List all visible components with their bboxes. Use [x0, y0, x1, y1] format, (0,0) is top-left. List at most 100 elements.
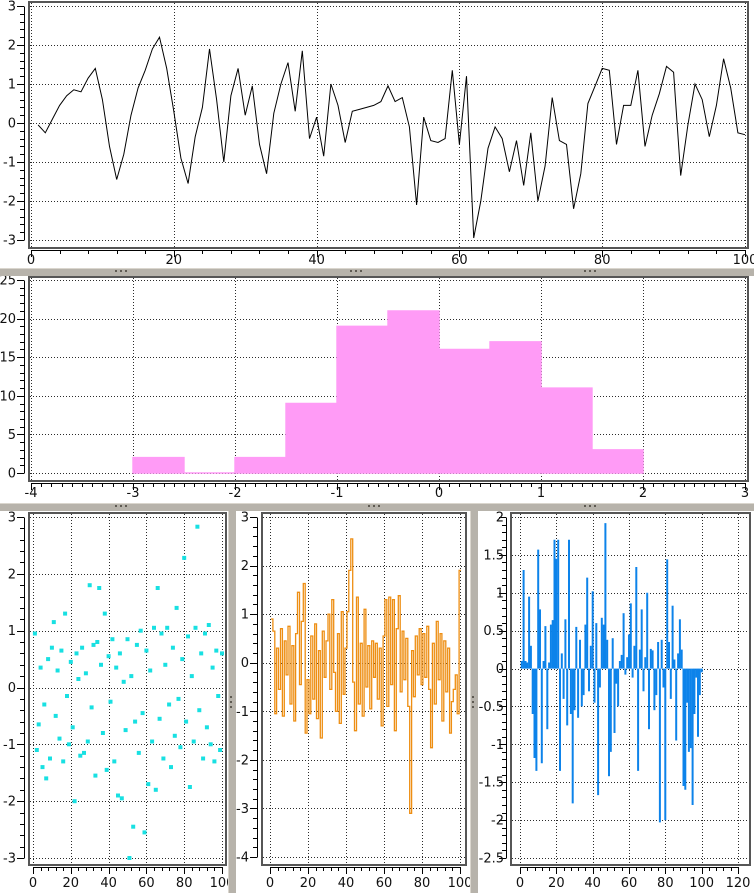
y-tick-label: 0 [8, 467, 16, 482]
panel-impulses: -2.5 -2 -1.5 -1 -0.5 0 0.5 1 1.5 2 0 20 40 60 80 100 120 [478, 511, 754, 893]
axis-scales: 0 5 10 15 20 25 -4 -3 -2 -1 0 1 2 3 [0, 276, 749, 501]
axis-scales: -3 -2 -1 0 1 2 3 0 20 40 60 80 100 [3, 0, 754, 268]
x-tick-label: 80 [657, 876, 674, 891]
splitter-handle-dots[interactable] [584, 270, 597, 272]
y-tick-label: -1 [3, 156, 16, 171]
y-tick-label: 1 [8, 78, 16, 93]
y-tick-label: -2 [3, 795, 16, 810]
y-tick-label: 2 [496, 511, 504, 526]
x-tick-label: 120 [726, 876, 751, 891]
y-tick-label: 0 [496, 662, 504, 677]
plot-canvas [511, 513, 750, 865]
x-tick-label: 100 [448, 876, 470, 891]
x-tick-label: 60 [621, 876, 638, 891]
x-tick-label: -3 [127, 486, 140, 501]
x-tick-label: 100 [733, 253, 754, 268]
y-tick-label: 1.5 [483, 548, 504, 563]
y-tick-label: -1 [3, 738, 16, 753]
y-tick-label: 3 [8, 0, 16, 15]
x-tick-label: 80 [594, 253, 611, 268]
steps-series [271, 538, 461, 814]
y-tick-label: -2 [236, 753, 249, 768]
canvas-frame [28, 512, 227, 866]
scatter-series [32, 524, 224, 860]
line-svg: -3 -2 -1 0 1 2 3 0 20 40 60 80 100 [3, 0, 754, 268]
x-tick-label: 100 [689, 876, 714, 891]
canvas-frame [261, 512, 467, 866]
x-tick-label: 2 [639, 486, 647, 501]
x-tick-label: -1 [331, 486, 344, 501]
y-tick-label: -3 [3, 852, 16, 867]
x-tick-label: -2 [229, 486, 242, 501]
x-tick-label: 40 [584, 876, 601, 891]
y-tick-label: -2 [491, 814, 504, 829]
splitter-handle-dots[interactable] [230, 695, 232, 708]
axis-scales: -4 -3 -2 -1 0 1 2 3 0 20 40 60 80 100 [236, 511, 470, 891]
scatter-svg: -3 -2 -1 0 1 2 3 0 20 40 60 80 100 [3, 511, 228, 891]
histogram-series [132, 310, 644, 474]
y-tick-label: 20 [0, 312, 16, 327]
y-tick-label: 0.5 [483, 624, 504, 639]
canvas-frame [28, 1, 749, 249]
y-tick-label: -2.5 [479, 852, 504, 867]
x-tick-label: 40 [308, 253, 325, 268]
splitter-handle-dots[interactable] [368, 505, 381, 507]
splitter-handle-dots[interactable] [115, 505, 128, 507]
panel-steps: -4 -3 -2 -1 0 1 2 3 0 20 40 60 80 100 [236, 511, 470, 893]
x-tick-label: 40 [100, 876, 117, 891]
y-tick-label: 1 [241, 608, 249, 623]
histogram-svg: 0 5 10 15 20 25 -4 -3 -2 -1 0 1 2 3 [0, 276, 749, 501]
axis-scales: -2.5-2-1.5-1-0.500.511.520 20 40 60 80 100 120 [479, 511, 751, 891]
x-tick-label: 80 [176, 876, 193, 891]
x-tick-label: 0 [27, 253, 35, 268]
x-tick-label: 20 [548, 876, 565, 891]
y-tick-label: 1 [496, 586, 504, 601]
splitter-handle-dots[interactable] [584, 505, 597, 507]
y-tick-label: -3 [3, 234, 16, 249]
x-tick-label: 100 [210, 876, 228, 891]
y-tick-label: 10 [0, 389, 16, 404]
plot-canvas [29, 513, 226, 865]
y-tick-label: -1 [236, 705, 249, 720]
impulses-svg: -2.5-2-1.5-1-0.500.511.520 20 40 60 80 100 120 [479, 511, 751, 891]
panel-scatter: -3 -2 -1 0 1 2 3 0 20 40 60 80 100 [0, 511, 228, 893]
splitter-handle-dots[interactable] [115, 270, 128, 272]
canvas-frame [28, 276, 749, 482]
x-tick-label: 0 [29, 876, 37, 891]
x-tick-label: 0 [266, 876, 274, 891]
y-tick-label: -0.5 [479, 700, 504, 715]
grid [512, 514, 749, 864]
steps-svg: -4 -3 -2 -1 0 1 2 3 0 20 40 60 80 100 [236, 511, 470, 891]
x-tick-label: 60 [451, 253, 468, 268]
y-tick-label: -1 [491, 738, 504, 753]
panel-line-chart: -3 -2 -1 0 1 2 3 0 20 40 60 80 100 [0, 0, 754, 268]
y-tick-label: 25 [0, 276, 16, 289]
y-tick-label: 2 [8, 39, 16, 54]
x-tick-label: 20 [63, 876, 80, 891]
canvas-frame [510, 512, 751, 866]
splitter-handle-dots[interactable] [350, 270, 363, 272]
x-tick-label: 0 [516, 876, 524, 891]
y-tick-label: 0 [241, 656, 249, 671]
x-tick-label: 20 [300, 876, 317, 891]
y-tick-label: 2 [8, 567, 16, 582]
panel-histogram: 0 5 10 15 20 25 -4 -3 -2 -1 0 1 2 3 [0, 276, 754, 503]
y-tick-label: -3 [236, 802, 249, 817]
x-tick-label: 40 [338, 876, 355, 891]
x-tick-label: 60 [376, 876, 393, 891]
y-tick-label: -4 [236, 851, 249, 866]
x-tick-label: 20 [166, 253, 183, 268]
grid [30, 3, 747, 247]
x-tick-label: 80 [414, 876, 431, 891]
y-tick-label: 3 [8, 511, 16, 526]
y-tick-label: 2 [241, 559, 249, 574]
x-tick-label: -4 [25, 486, 38, 501]
splitter-handle-dots[interactable] [472, 695, 474, 708]
y-tick-label: 0 [8, 117, 16, 132]
y-tick-label: 15 [0, 351, 16, 366]
grid [263, 514, 465, 864]
y-tick-label: 3 [241, 511, 249, 526]
y-tick-label: 0 [8, 681, 16, 696]
x-tick-label: 0 [435, 486, 443, 501]
